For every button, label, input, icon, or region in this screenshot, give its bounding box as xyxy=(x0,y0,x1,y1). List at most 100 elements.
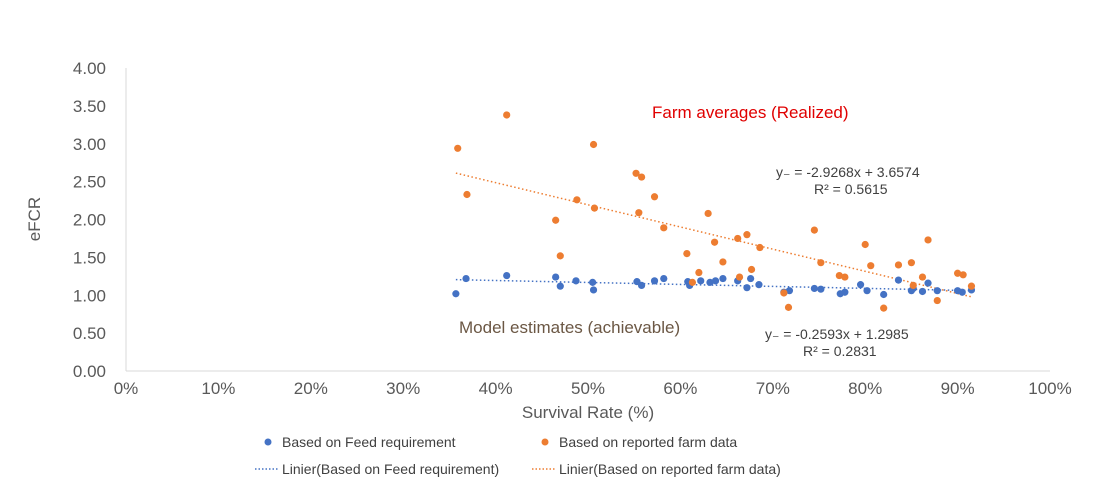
point-feed xyxy=(556,282,564,290)
point-feed xyxy=(933,287,941,295)
point-farm xyxy=(918,273,927,281)
legend-label-farm-trend: Linier(Based on reported farm data) xyxy=(559,461,781,477)
point-farm xyxy=(683,249,691,258)
point-farm xyxy=(573,196,581,204)
point-farm xyxy=(552,216,560,224)
point-farm xyxy=(780,289,788,297)
point-feed xyxy=(503,271,511,280)
equation-farm-r2: R² = 0.5615 xyxy=(814,181,888,197)
y-tick-label: 1.00 xyxy=(73,286,106,305)
equation-model-r2: R² = 0.2831 xyxy=(803,343,877,359)
point-farm xyxy=(704,209,712,218)
point-feed xyxy=(660,274,668,283)
point-farm xyxy=(590,204,599,212)
point-feed xyxy=(589,286,598,294)
point-farm xyxy=(867,262,875,270)
point-farm xyxy=(719,258,727,266)
y-tick-label: 2.50 xyxy=(73,173,106,192)
legend-marker-farm xyxy=(541,438,549,446)
x-tick-label: 30% xyxy=(386,379,420,398)
point-farm xyxy=(756,243,764,252)
point-feed xyxy=(810,284,818,293)
y-axis: 0.00 0.50 1.00 1.50 2.00 2.50 3.00 3.50 4.00 eFC… xyxy=(25,59,127,381)
point-feed xyxy=(697,277,705,285)
y-tick-label: 4.00 xyxy=(73,59,106,78)
y-tick-label: 3.00 xyxy=(73,135,106,154)
point-feed xyxy=(452,290,460,298)
point-feed xyxy=(719,274,727,283)
x-tick-label: 90% xyxy=(941,379,975,398)
x-tick-label: 20% xyxy=(294,379,328,398)
point-farm xyxy=(907,259,916,267)
point-feed xyxy=(572,277,580,285)
point-feed xyxy=(706,278,714,286)
point-feed xyxy=(589,278,597,286)
point-farm xyxy=(637,173,646,181)
point-farm xyxy=(784,303,793,311)
point-farm xyxy=(463,190,471,199)
point-feed xyxy=(743,284,751,292)
x-tick-label: 40% xyxy=(479,379,513,398)
point-farm xyxy=(861,240,869,249)
point-feed xyxy=(856,281,865,289)
point-farm xyxy=(909,281,917,290)
point-farm xyxy=(747,265,756,274)
point-feed xyxy=(711,277,720,285)
point-feed xyxy=(637,281,646,290)
point-farm xyxy=(810,226,818,234)
point-farm xyxy=(688,278,697,286)
point-farm xyxy=(841,273,849,281)
legend-item-feed-trend: Linier(Based on Feed requirement) xyxy=(255,461,499,477)
y-axis-title: eFCR xyxy=(25,197,44,241)
x-tick-label: 70% xyxy=(756,379,790,398)
point-farm xyxy=(894,261,903,269)
point-farm xyxy=(589,140,598,149)
point-feed xyxy=(863,287,871,295)
x-tick-label: 60% xyxy=(663,379,697,398)
point-farm xyxy=(695,268,703,277)
legend: Based on Feed requirement Based on repor… xyxy=(255,434,781,477)
point-farm xyxy=(835,271,843,280)
equation-farm-line: y₋ = -2.9268x + 3.6574 xyxy=(776,164,920,180)
point-feed xyxy=(958,288,966,296)
point-farm xyxy=(967,282,976,290)
point-farm xyxy=(556,252,564,260)
point-farm xyxy=(635,209,643,217)
y-tick-label: 0.50 xyxy=(73,324,106,343)
point-farm xyxy=(650,193,659,201)
point-feed xyxy=(785,287,794,295)
legend-item-farm-trend: Linier(Based on reported farm data) xyxy=(532,461,781,477)
point-feed xyxy=(924,279,932,287)
point-feed xyxy=(552,273,560,281)
point-feed xyxy=(462,274,470,283)
point-farm xyxy=(924,236,932,244)
equation-model-line: y₋ = -0.2593x + 1.2985 xyxy=(765,326,909,342)
x-tick-label: 100% xyxy=(1028,379,1071,398)
x-tick-label: 80% xyxy=(848,379,882,398)
point-feed xyxy=(747,274,755,283)
point-farm xyxy=(933,296,941,305)
point-farm xyxy=(734,234,742,243)
point-farm xyxy=(735,273,744,281)
point-feed xyxy=(918,287,927,296)
point-feed xyxy=(755,281,763,289)
y-tick-label: 0.00 xyxy=(73,362,106,381)
point-farm xyxy=(959,271,967,279)
point-farm xyxy=(710,238,719,246)
point-feed xyxy=(650,277,659,285)
trendline-farm xyxy=(455,172,972,298)
y-tick-label: 2.00 xyxy=(73,211,106,230)
point-farm xyxy=(632,169,640,177)
legend-label-feed-trend: Linier(Based on Feed requirement) xyxy=(282,461,499,477)
x-tick-label: 10% xyxy=(201,379,235,398)
point-farm xyxy=(817,259,825,267)
legend-item-farm: Based on reported farm data xyxy=(541,434,737,450)
data-points xyxy=(452,111,976,312)
point-farm xyxy=(880,304,888,312)
point-farm xyxy=(454,144,462,152)
x-tick-label: 0% xyxy=(114,379,139,398)
x-axis-title: Survival Rate (%) xyxy=(522,403,654,422)
point-farm xyxy=(660,224,668,232)
legend-marker-feed xyxy=(264,438,272,446)
